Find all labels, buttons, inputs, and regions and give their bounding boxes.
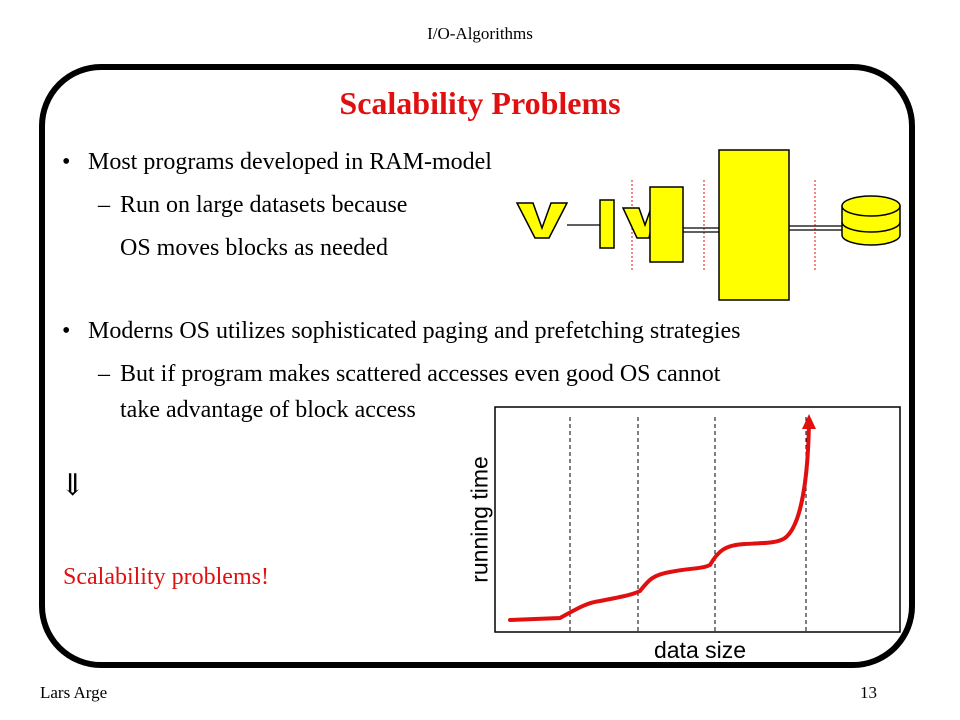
bullet-symbol: • [62, 149, 71, 175]
slide-frame [39, 64, 915, 668]
bullet-2-sub-1-text: But if program makes scattered accesses … [120, 361, 721, 387]
bullet-symbol: • [62, 318, 71, 344]
chart-ylabel-text: running time [466, 456, 493, 583]
dash-symbol: – [98, 192, 110, 218]
bullet-1: • Most programs developed in RAM-model [62, 148, 492, 176]
memory-hierarchy-diagram [515, 149, 901, 301]
slide-title: Scalability Problems [339, 85, 621, 121]
bullet-1-sub-2-text: OS moves blocks as needed [120, 235, 388, 261]
bullet-1-sub-1-text: Run on large datasets because [120, 192, 408, 218]
bullet-2: • Moderns OS utilizes sophisticated pagin… [62, 317, 741, 345]
bullet-2-sub-2-text: take advantage of block access [120, 397, 416, 423]
bullet-2-text: Moderns OS utilizes sophisticated paging… [88, 318, 741, 344]
footer-page-number: 13 [860, 683, 877, 702]
main-memory-box [718, 149, 790, 301]
running-time-chart [494, 406, 901, 633]
bullet-1-sub-1: – Run on large datasets because [98, 191, 407, 219]
bullet-1-sub-2: OS moves blocks as needed [120, 234, 388, 262]
arrow-down-icon: ⇓ [60, 469, 86, 502]
bullet-2-sub-2: take advantage of block access [120, 396, 416, 424]
cache-bar [599, 199, 615, 249]
running-time-curve [508, 421, 811, 622]
chart-xlabel: data size [653, 637, 747, 663]
register-chevron [515, 202, 569, 239]
footer-author: Lars Arge [40, 683, 108, 702]
bullet-2-sub-1: – But if program makes scattered accesses… [98, 360, 720, 388]
disk-icon [841, 195, 901, 246]
bullet-1-text: Most programs developed in RAM-model [88, 149, 492, 175]
header-title: I/O-Algorithms [427, 24, 533, 43]
dash-symbol: – [98, 361, 110, 387]
conclusion-text: Scalability problems! [63, 564, 269, 590]
curve-arrowhead [802, 414, 816, 429]
l2-cache-box [649, 186, 684, 263]
chart-axes-box [494, 406, 901, 633]
